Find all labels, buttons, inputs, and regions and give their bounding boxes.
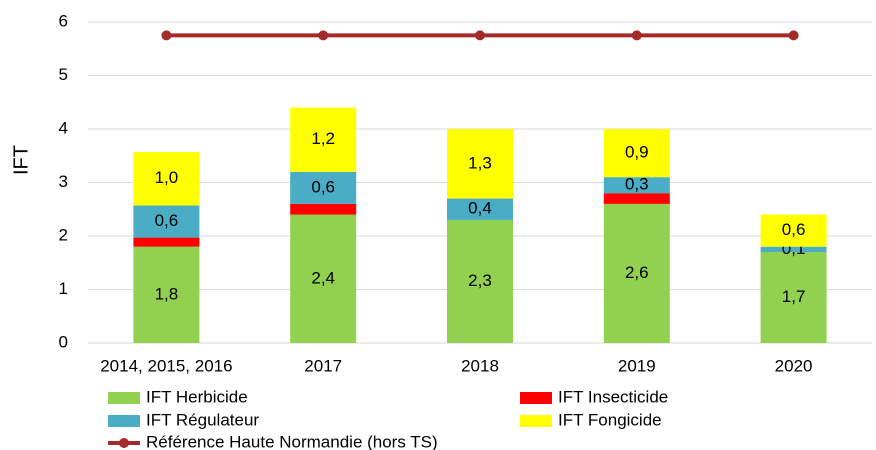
- y-tick-label: 4: [59, 118, 68, 137]
- data-label: 0,6: [782, 220, 806, 239]
- bar-segment: [603, 203, 670, 343]
- bar-segment: [290, 214, 357, 343]
- bar-segment: [133, 237, 200, 247]
- bar-segment: [603, 129, 670, 178]
- bar-segment: [447, 219, 513, 343]
- bar-segment: [760, 214, 827, 247]
- legend-label: IFT Fongicide: [558, 410, 662, 429]
- line-marker: [161, 30, 172, 41]
- line-marker: [788, 30, 799, 41]
- bar-segment: [133, 205, 200, 238]
- legend-swatch: [108, 392, 140, 404]
- legend-label: Référence Haute Normandie (hors TS): [146, 432, 438, 450]
- data-label: 0,4: [468, 199, 492, 218]
- data-label: 1,2: [311, 129, 335, 148]
- line-marker: [631, 30, 642, 41]
- legend-swatch: [520, 415, 552, 427]
- data-label: 2,4: [311, 268, 335, 287]
- y-tick-label: 1: [59, 279, 68, 298]
- bar-segment: [290, 107, 357, 172]
- line-marker: [475, 30, 485, 41]
- x-tick-label: 2017: [304, 356, 342, 375]
- data-label: 2,6: [625, 263, 649, 282]
- bar-segment: [133, 246, 200, 343]
- legend-label: IFT Régulateur: [146, 410, 259, 429]
- legend-label: IFT Insecticide: [558, 387, 668, 406]
- x-tick-label: 2020: [775, 356, 813, 375]
- bar-segment: [603, 193, 670, 204]
- bar-segment: [133, 152, 200, 206]
- data-label: 2,3: [468, 271, 492, 290]
- bar-segment: [603, 177, 670, 194]
- line-marker: [318, 30, 329, 41]
- bar-segment: [290, 203, 357, 215]
- data-label: 0,6: [155, 211, 179, 230]
- bar-segment: [760, 252, 827, 343]
- x-tick-label: 2014, 2015, 2016: [100, 356, 232, 375]
- y-tick-label: 0: [59, 332, 68, 351]
- legend-label: IFT Herbicide: [146, 387, 248, 406]
- data-label: 1,8: [155, 284, 179, 303]
- data-label: 0,6: [311, 177, 335, 196]
- y-tick-label: 5: [59, 65, 68, 84]
- x-tick-label: 2019: [618, 356, 656, 375]
- y-tick-label: 2: [59, 225, 68, 244]
- y-tick-label: 6: [59, 11, 68, 30]
- y-tick-label: 3: [59, 172, 68, 191]
- legend-swatch: [520, 392, 552, 404]
- y-axis-label: IFT: [10, 145, 32, 175]
- legend-marker: [119, 438, 129, 448]
- data-label: 1,3: [468, 153, 492, 172]
- data-label: 0,3: [625, 175, 649, 194]
- x-tick-label: 2018: [461, 356, 499, 375]
- bar-segment: [447, 198, 513, 220]
- bar-segment: [447, 129, 513, 199]
- data-label: 1,0: [155, 168, 179, 187]
- bar-segment: [760, 246, 827, 253]
- bar-segment: [290, 171, 357, 204]
- legend-swatch: [108, 415, 140, 427]
- data-label: 1,7: [782, 287, 806, 306]
- data-label: 0,9: [625, 143, 649, 162]
